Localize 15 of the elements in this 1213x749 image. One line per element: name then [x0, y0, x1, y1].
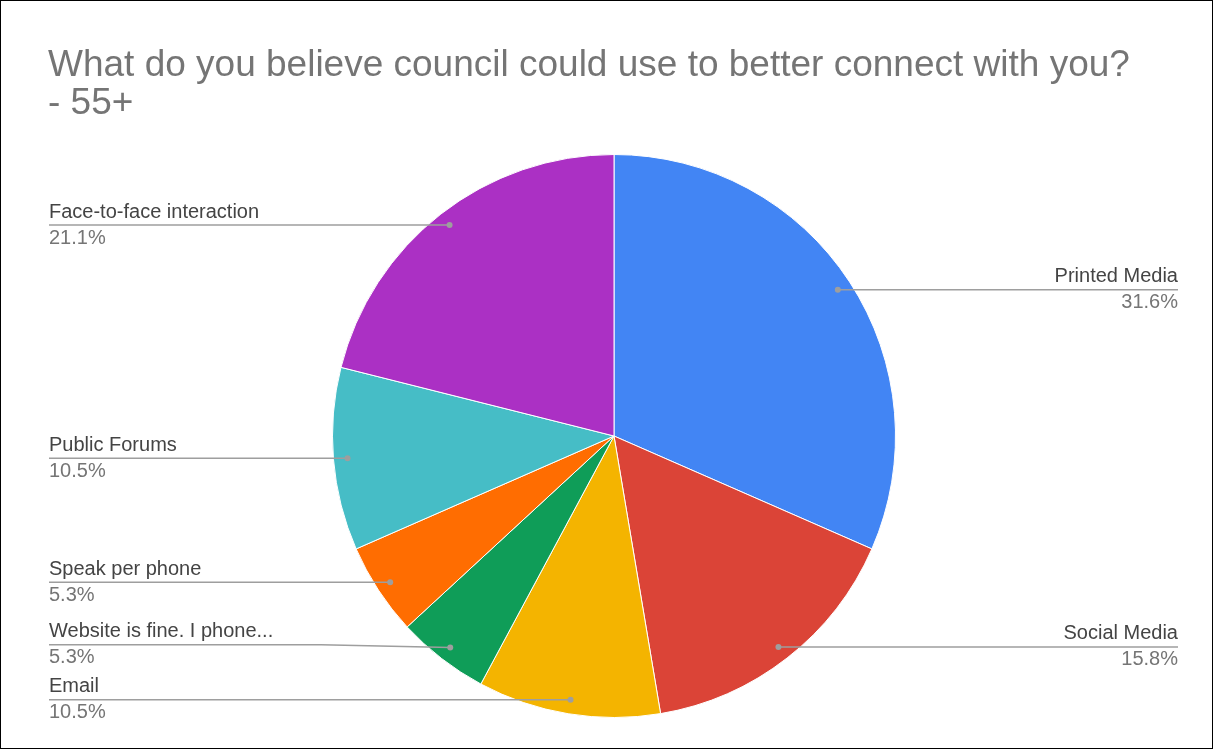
- chart-title: What do you believe council could use to better connect with you? - 55+: [48, 43, 1131, 122]
- data-label: 15.8%: [1121, 647, 1179, 670]
- slice-label: Website is fine. I phone...: [49, 619, 274, 642]
- data-label: 21.1%: [49, 225, 106, 248]
- slice-label: Face-to-face interaction: [49, 199, 260, 222]
- data-label: 5.3%: [49, 582, 95, 605]
- slice-label: Public Forums: [49, 432, 177, 455]
- slice-label: Speak per phone: [49, 556, 202, 579]
- slice-label: Printed Media: [1054, 264, 1179, 287]
- data-label: 5.3%: [49, 645, 95, 668]
- slice-label: Email: [49, 674, 100, 697]
- data-label: 10.5%: [49, 700, 106, 723]
- data-label: 10.5%: [49, 458, 106, 481]
- slice-label: Social Media: [1063, 621, 1179, 644]
- data-label: 31.6%: [1121, 290, 1179, 313]
